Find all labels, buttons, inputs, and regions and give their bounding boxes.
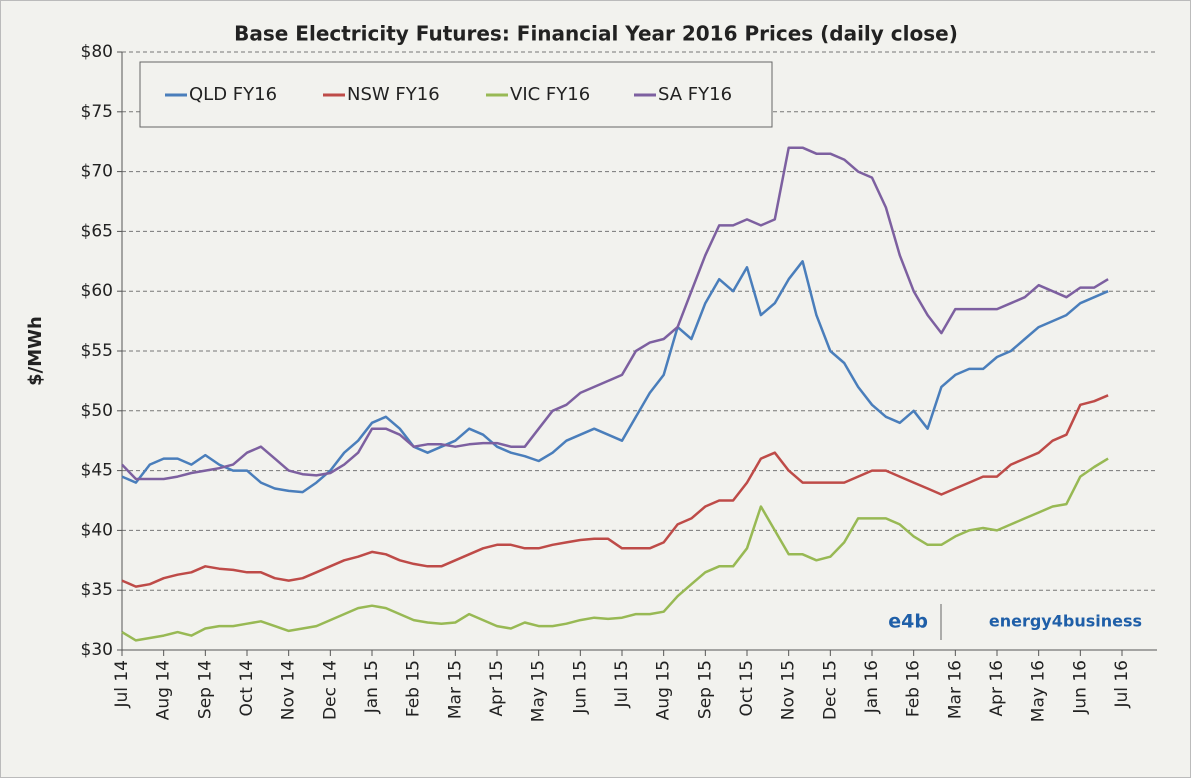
- chart-title: Base Electricity Futures: Financial Year…: [234, 22, 958, 46]
- x-tick-label: Apr 15: [487, 660, 507, 716]
- x-tick-label: Jul 14: [112, 660, 132, 709]
- y-tick-label: $50: [81, 401, 113, 421]
- x-tick-label: Nov 15: [779, 660, 799, 720]
- x-tick-label: Feb 15: [404, 660, 424, 717]
- series-line: [121, 260, 1109, 494]
- y-tick-label: $75: [81, 102, 113, 122]
- legend-label: NSW FY16: [347, 84, 440, 105]
- x-tick-label: Aug 14: [154, 660, 174, 720]
- x-tick-label: Aug 15: [654, 660, 674, 720]
- y-tick-label: $80: [81, 42, 113, 62]
- x-tick-label: Jul 16: [1112, 660, 1132, 709]
- x-tick-label: May 15: [529, 660, 549, 722]
- y-tick-label: $35: [81, 580, 113, 600]
- y-tick-label: $55: [81, 341, 113, 361]
- x-tick-label: Jan 16: [862, 660, 882, 714]
- y-tick-label: $70: [81, 162, 113, 182]
- legend-label: QLD FY16: [189, 84, 277, 105]
- y-axis-label: $/MWh: [25, 316, 46, 386]
- series-line: [121, 457, 1109, 642]
- x-tick-label: Sep 14: [195, 660, 215, 719]
- x-tick-label: Jun 16: [1070, 660, 1090, 715]
- y-tick-label: $30: [81, 640, 113, 660]
- x-tick-label: Oct 14: [237, 660, 257, 716]
- y-tick-label: $60: [81, 281, 113, 301]
- x-tick-label: Sep 15: [695, 660, 715, 719]
- x-tick-label: Dec 15: [820, 660, 840, 720]
- x-tick-label: Jul 15: [612, 660, 632, 709]
- logo-mark: e4b: [888, 611, 928, 633]
- y-tick-label: $65: [81, 221, 113, 241]
- x-tick-label: Jan 15: [362, 660, 382, 714]
- legend-label: SA FY16: [658, 84, 732, 105]
- x-tick-label: Dec 14: [320, 660, 340, 720]
- series-line: [121, 146, 1109, 481]
- legend-label: VIC FY16: [510, 84, 590, 105]
- x-tick-label: May 16: [1029, 660, 1049, 722]
- legend-frame: [139, 61, 773, 128]
- x-tick-label: Oct 15: [737, 660, 757, 716]
- x-tick-label: Apr 16: [987, 660, 1007, 716]
- y-tick-label: $45: [81, 461, 113, 481]
- y-tick-label: $40: [81, 520, 113, 540]
- x-tick-label: Mar 15: [445, 660, 465, 719]
- logo-name: energy4business: [989, 612, 1142, 631]
- series-line: [121, 394, 1109, 588]
- x-tick-label: Nov 14: [279, 660, 299, 720]
- x-tick-label: Jun 15: [570, 660, 590, 715]
- x-tick-label: Feb 16: [904, 660, 924, 717]
- x-tick-label: Mar 16: [945, 660, 965, 719]
